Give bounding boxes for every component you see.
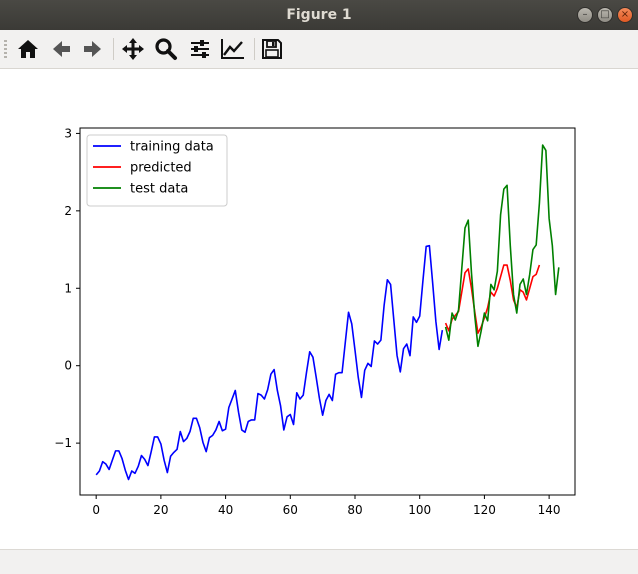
x-tick-label: 80 — [347, 503, 362, 517]
legend-label: test data — [130, 182, 188, 197]
maximize-icon: □ — [600, 9, 610, 20]
series-line-test-data — [444, 144, 560, 348]
subplots-button[interactable] — [186, 35, 214, 63]
series-line-predicted — [444, 264, 541, 334]
close-button[interactable]: × — [617, 7, 633, 23]
toolbar-grip[interactable] — [4, 40, 7, 60]
home-icon — [18, 40, 38, 58]
pan-button[interactable] — [119, 35, 147, 63]
window-title: Figure 1 — [286, 7, 352, 23]
y-tick-label: 2 — [64, 204, 72, 218]
forward-button[interactable] — [79, 35, 107, 63]
legend-box — [86, 134, 228, 207]
save-button[interactable] — [258, 35, 286, 63]
series-line-training-data — [95, 244, 444, 481]
maximize-button[interactable]: □ — [597, 7, 613, 23]
subplots-icon — [191, 40, 209, 58]
pan-icon — [122, 38, 144, 60]
navigation-toolbar — [0, 30, 638, 69]
figure-canvas[interactable]: 0 20 40 60 80 100 120 140 −1 0 1 2 3 training data pre… — [0, 69, 638, 549]
axes-edit-icon — [221, 39, 244, 59]
line-chart: 0 20 40 60 80 100 120 140 −1 0 1 2 3 training data pre… — [54, 126, 576, 517]
minimize-icon: – — [582, 9, 588, 20]
back-button[interactable] — [47, 35, 75, 63]
axes-frame — [79, 127, 576, 496]
x-tick-label: 20 — [153, 503, 168, 517]
status-bar — [0, 549, 638, 574]
y-tick-label: 0 — [64, 359, 72, 373]
y-tick-label: 3 — [64, 126, 72, 140]
x-tick-label: 40 — [218, 503, 233, 517]
home-button[interactable] — [14, 35, 42, 63]
forward-icon — [84, 41, 101, 57]
zoom-button[interactable] — [152, 35, 180, 63]
x-tick-label: 60 — [283, 503, 298, 517]
y-tick-label: 1 — [64, 281, 72, 295]
back-icon — [53, 41, 70, 57]
zoom-icon — [155, 38, 177, 60]
minimize-button[interactable]: – — [577, 7, 593, 23]
legend-label: predicted — [130, 161, 192, 176]
y-tick-label: −1 — [54, 436, 72, 450]
close-icon: × — [620, 9, 630, 20]
toolbar-separator — [254, 38, 255, 60]
x-tick-label: 0 — [92, 503, 100, 517]
title-bar[interactable]: Figure 1 – □ × — [0, 0, 638, 30]
save-icon — [262, 39, 282, 59]
edit-axes-button[interactable] — [219, 35, 247, 63]
x-tick-label: 100 — [408, 503, 431, 517]
x-tick-label: 120 — [473, 503, 496, 517]
x-tick-label: 140 — [538, 503, 561, 517]
legend-label: training data — [130, 140, 214, 155]
toolbar-separator — [113, 38, 114, 60]
